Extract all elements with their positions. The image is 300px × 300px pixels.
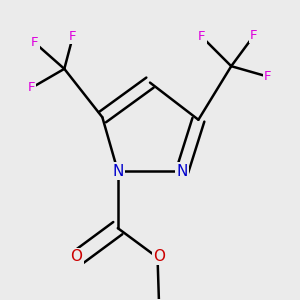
Text: F: F <box>69 29 77 43</box>
Text: F: F <box>264 70 271 83</box>
Text: F: F <box>250 29 257 42</box>
Text: F: F <box>198 30 206 43</box>
Text: N: N <box>176 164 188 178</box>
Text: O: O <box>70 249 82 264</box>
Text: N: N <box>112 164 124 178</box>
Text: F: F <box>31 36 39 50</box>
Text: F: F <box>28 81 35 94</box>
Text: O: O <box>153 249 165 264</box>
